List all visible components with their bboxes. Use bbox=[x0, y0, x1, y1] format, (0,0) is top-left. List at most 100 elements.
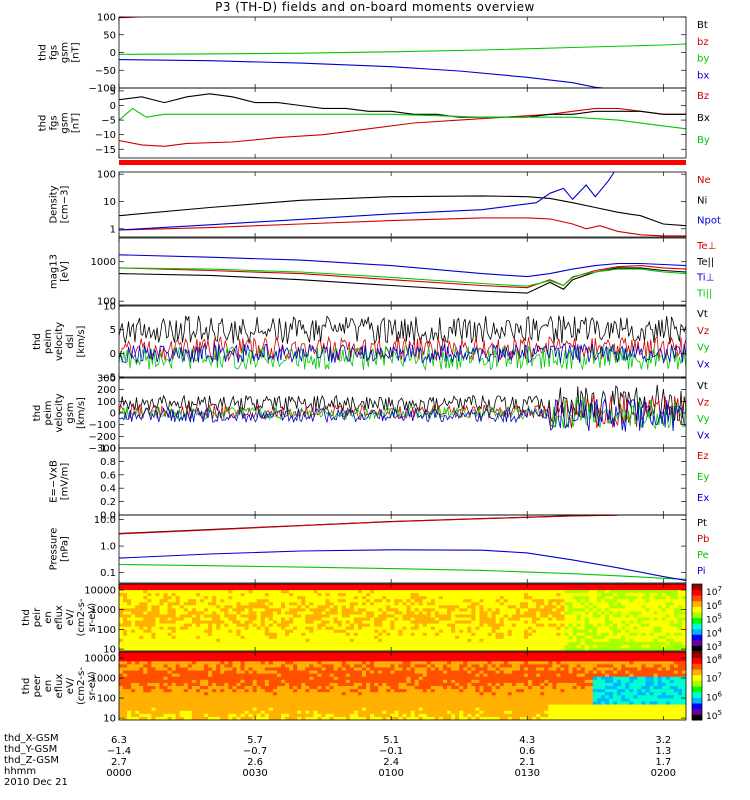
heatmap-cell bbox=[317, 701, 323, 706]
heatmap-cell bbox=[187, 707, 193, 712]
heatmap-cell bbox=[187, 682, 193, 687]
heatmap-cell bbox=[552, 590, 557, 594]
heatmap-cell bbox=[382, 661, 387, 665]
heatmap-cell bbox=[289, 614, 294, 619]
heatmap-cell bbox=[297, 692, 302, 696]
heatmap-cell bbox=[297, 695, 302, 699]
heatmap-cell bbox=[390, 713, 395, 718]
heatmap-cell bbox=[503, 593, 509, 597]
heatmap-cell bbox=[123, 698, 128, 703]
heatmap-cell bbox=[455, 605, 460, 609]
heatmap-cell bbox=[163, 667, 169, 672]
heatmap-cell bbox=[252, 682, 258, 687]
heatmap-cell bbox=[467, 617, 472, 622]
heatmap-cell bbox=[406, 641, 412, 646]
heatmap-cell bbox=[511, 602, 517, 606]
heatmap-cell bbox=[260, 713, 266, 718]
heatmap-cell bbox=[374, 673, 379, 678]
heatmap-cell bbox=[337, 710, 343, 715]
heatmap-cell bbox=[155, 626, 161, 631]
heatmap-cell bbox=[163, 704, 169, 709]
heatmap-cell bbox=[313, 710, 319, 715]
heatmap-cell bbox=[333, 617, 339, 622]
heatmap-cell bbox=[600, 584, 606, 588]
heatmap-cell bbox=[187, 632, 193, 637]
heatmap-cell bbox=[418, 605, 424, 609]
heatmap-cell bbox=[451, 602, 456, 606]
heatmap-cell bbox=[345, 661, 351, 665]
heatmap-cell bbox=[625, 605, 630, 609]
heatmap-cell bbox=[123, 686, 128, 690]
heatmap-cell bbox=[605, 620, 610, 625]
heatmap-cell bbox=[139, 713, 144, 718]
heatmap-cell bbox=[459, 593, 464, 597]
heatmap-cell bbox=[677, 584, 683, 588]
heatmap-cell bbox=[187, 599, 193, 603]
heatmap-cell bbox=[289, 682, 294, 687]
heatmap-cell bbox=[362, 590, 367, 594]
heatmap-cell bbox=[382, 644, 387, 649]
heatmap-cell bbox=[556, 614, 562, 619]
heatmap-cell bbox=[357, 599, 363, 603]
heatmap-cell bbox=[139, 682, 144, 687]
heatmap-cell bbox=[467, 611, 472, 616]
panel-legend: Te⊥Te||Ti⊥Ti|| bbox=[696, 241, 716, 299]
heatmap-cell bbox=[576, 629, 582, 634]
heatmap-cell bbox=[187, 698, 193, 703]
heatmap-cell bbox=[329, 655, 335, 659]
heatmap-cell bbox=[410, 611, 416, 616]
heatmap-cell bbox=[576, 632, 582, 637]
heatmap-cell bbox=[240, 676, 246, 681]
heatmap-cell bbox=[151, 698, 157, 703]
heatmap-cell bbox=[366, 626, 371, 631]
heatmap-cell bbox=[179, 707, 185, 712]
heatmap-cell bbox=[544, 632, 549, 637]
heatmap-cell bbox=[511, 629, 517, 634]
heatmap-cell bbox=[264, 698, 270, 703]
heatmap-cell bbox=[345, 584, 351, 588]
heatmap-cell bbox=[139, 614, 144, 619]
heatmap-cell bbox=[252, 605, 258, 609]
heatmap-cell bbox=[345, 620, 351, 625]
heatmap-cell bbox=[556, 638, 562, 643]
heatmap-cell bbox=[487, 605, 493, 609]
heatmap-cell bbox=[305, 584, 310, 588]
heatmap-cell bbox=[394, 644, 400, 649]
heatmap-cell bbox=[357, 713, 363, 718]
heatmap-cell bbox=[661, 647, 667, 651]
heatmap-cell bbox=[613, 638, 618, 643]
heatmap-cell bbox=[353, 701, 359, 706]
y-tick-label: 1 bbox=[110, 224, 116, 235]
heatmap-cell bbox=[374, 661, 379, 665]
heatmap-cell bbox=[613, 614, 618, 619]
heatmap-cell bbox=[548, 587, 553, 591]
heatmap-cell bbox=[187, 596, 193, 600]
heatmap-cell bbox=[362, 617, 367, 622]
heatmap-cell bbox=[661, 590, 667, 594]
heatmap-cell bbox=[600, 620, 606, 625]
heatmap-cell bbox=[131, 629, 136, 634]
heatmap-cell bbox=[362, 599, 367, 603]
heatmap-cell bbox=[568, 614, 574, 619]
heatmap-cell bbox=[240, 704, 246, 709]
heatmap-cell bbox=[232, 707, 238, 712]
heatmap-cell bbox=[669, 596, 675, 600]
heatmap-cell bbox=[386, 679, 391, 684]
heatmap-cell bbox=[556, 587, 562, 591]
heatmap-cell bbox=[272, 584, 278, 588]
heatmap-cell bbox=[183, 673, 189, 678]
heatmap-cell bbox=[228, 623, 233, 628]
heatmap-cell bbox=[370, 664, 375, 669]
heatmap-cell bbox=[268, 617, 274, 622]
heatmap-cell bbox=[163, 584, 169, 588]
heatmap-cell bbox=[394, 710, 400, 715]
heatmap-cell bbox=[248, 641, 254, 646]
heatmap-cell bbox=[609, 629, 614, 634]
heatmap-cell bbox=[499, 617, 505, 622]
heatmap-cell bbox=[645, 599, 651, 603]
heatmap-cell bbox=[341, 590, 347, 594]
heatmap-cell bbox=[641, 635, 647, 640]
heatmap-cell bbox=[370, 608, 375, 613]
heatmap-cell bbox=[240, 626, 246, 631]
heatmap-cell bbox=[309, 673, 314, 678]
